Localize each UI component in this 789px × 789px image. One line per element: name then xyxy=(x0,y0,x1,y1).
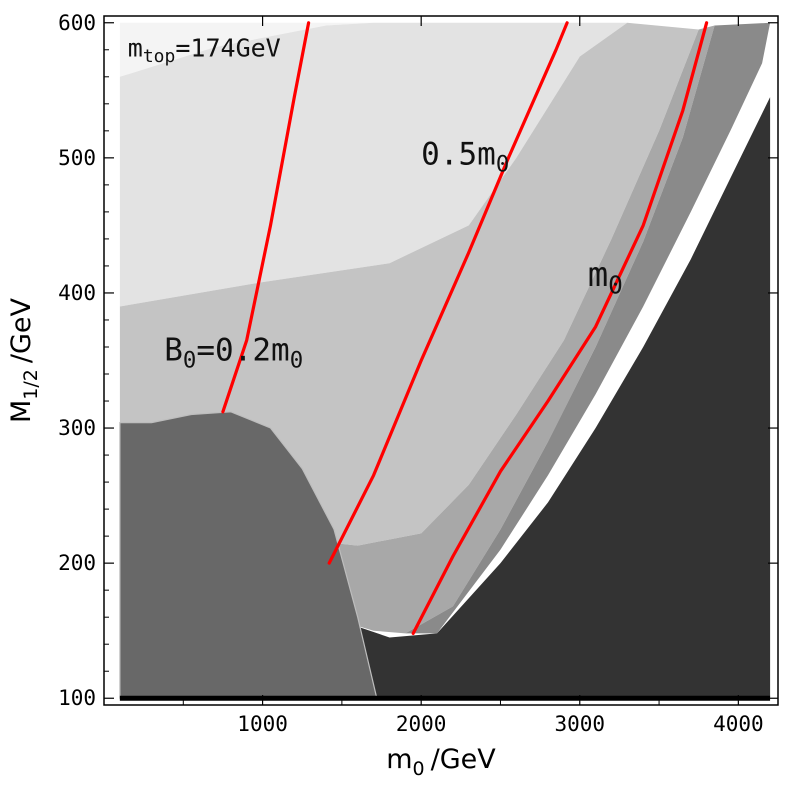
region-light xyxy=(119,22,628,307)
y-tick-label: 200 xyxy=(58,551,96,575)
contour-line-2 xyxy=(327,21,569,565)
parameter-regions xyxy=(119,22,771,701)
contour-lines xyxy=(221,21,709,636)
y-tick-label: 500 xyxy=(58,146,96,170)
annotation-2: 0.5m0 xyxy=(421,137,509,178)
x-tick-label: 3000 xyxy=(554,712,605,736)
y-tick-label: 100 xyxy=(58,686,96,710)
contour-line-3 xyxy=(411,21,709,636)
region-excluded-right xyxy=(119,97,771,699)
plot-frame xyxy=(103,15,779,706)
annotation-3: m0 xyxy=(588,255,623,299)
region-mid xyxy=(119,22,699,546)
annotations: mtop=174GeV 0.5m0 m0 B0=0.2m0 xyxy=(128,34,623,374)
annotation-4: B0=0.2m0 xyxy=(164,333,303,374)
x-tick-label: 4000 xyxy=(713,712,764,736)
contour-line-1 xyxy=(221,21,311,414)
x-tick-label: 2000 xyxy=(396,712,447,736)
x-tick-label: 1000 xyxy=(237,712,288,736)
region-lightest xyxy=(119,22,374,77)
y-tick-label: 600 xyxy=(58,11,96,35)
region-darker xyxy=(405,22,771,634)
y-tick-label: 300 xyxy=(58,416,96,440)
y-tick-label: 400 xyxy=(58,281,96,305)
region-excluded-left xyxy=(119,411,378,699)
x-axis-title: m0/GeV xyxy=(386,744,496,780)
x-axis-ticks: 1000 2000 3000 4000 xyxy=(182,16,764,736)
y-axis-title: M1/2/GeV xyxy=(6,297,42,423)
y-axis-ticks: 100 200 300 400 500 600 xyxy=(58,11,778,710)
annotation-1: mtop=174GeV xyxy=(128,34,281,68)
